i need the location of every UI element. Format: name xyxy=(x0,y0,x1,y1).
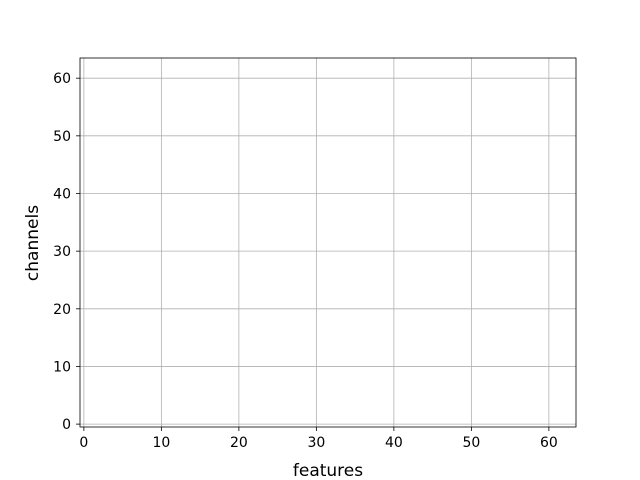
x-tick-label: 50 xyxy=(462,435,480,451)
x-tick-label: 30 xyxy=(307,435,325,451)
y-tick-label: 30 xyxy=(53,244,71,260)
x-tick-label: 10 xyxy=(152,435,170,451)
y-axis-ticks: 0 10 20 30 40 50 60 xyxy=(53,71,80,433)
y-tick-label: 20 xyxy=(53,302,71,318)
y-tick-label: 0 xyxy=(62,417,71,433)
y-axis-label: channels xyxy=(23,205,43,281)
x-tick-label: 0 xyxy=(79,435,88,451)
x-tick-label: 60 xyxy=(540,435,558,451)
x-axis-ticks: 0 10 20 30 40 50 60 xyxy=(79,427,558,451)
y-tick-label: 50 xyxy=(53,129,71,145)
x-tick-label: 20 xyxy=(230,435,248,451)
y-tick-label: 10 xyxy=(53,359,71,375)
grid-lines xyxy=(80,58,576,427)
y-tick-label: 60 xyxy=(53,71,71,87)
x-tick-label: 40 xyxy=(385,435,403,451)
y-tick-label: 40 xyxy=(53,186,71,202)
x-axis-label: features xyxy=(293,461,363,480)
plot-frame xyxy=(79,57,577,428)
